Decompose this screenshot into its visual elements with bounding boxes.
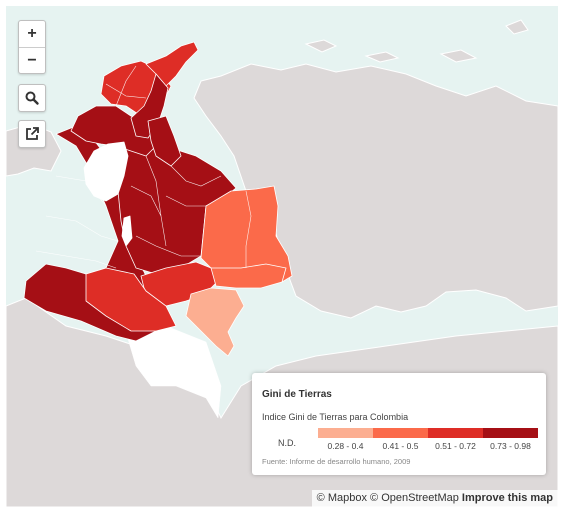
search-icon <box>25 91 39 105</box>
land-island-4 <box>505 19 529 35</box>
region-vaupes[interactable] <box>185 287 245 357</box>
legend-class: 0.51 - 0.72 <box>428 428 483 451</box>
improve-map-link[interactable]: Improve this map <box>461 492 553 504</box>
region-cesar[interactable] <box>130 73 169 139</box>
legend-class-label: 0.51 - 0.72 <box>435 441 476 451</box>
map-attribution: © Mapbox © OpenStreetMap Improve this ma… <box>311 490 558 507</box>
region-ecuador-nodata[interactable] <box>127 325 222 419</box>
region-caqueta[interactable] <box>85 267 177 332</box>
legend-title: Gini de Tierras <box>262 389 332 400</box>
zoom-in-button[interactable]: + <box>19 21 45 48</box>
legend-class-label: 0.73 - 0.98 <box>490 441 531 451</box>
map-view[interactable]: + − Gini de Tierras Indice Gini de Tierr… <box>6 6 558 507</box>
legend-source: Fuente: Informe de desarrollo humano, 20… <box>262 457 411 466</box>
colombia-regions <box>23 41 293 357</box>
region-caldas-nodata[interactable] <box>121 215 133 247</box>
legend-class-label: 0.28 - 0.4 <box>327 441 364 451</box>
department-borders <box>35 65 252 269</box>
search-button[interactable] <box>18 84 46 112</box>
osm-attribution-link[interactable]: © OpenStreetMap <box>370 492 459 504</box>
region-guainia[interactable] <box>210 263 287 289</box>
land-island-3 <box>439 49 478 63</box>
land-island-1 <box>304 39 338 53</box>
region-antioquia-nodata[interactable] <box>83 141 129 202</box>
legend-nd-label: N.D. <box>278 438 296 448</box>
legend-class: 0.41 - 0.5 <box>373 428 428 451</box>
land-island-2 <box>364 51 400 63</box>
legend-class-label: 0.41 - 0.5 <box>382 441 419 451</box>
share-icon <box>26 127 39 140</box>
zoom-control: + − <box>18 20 46 74</box>
legend-swatch <box>428 428 483 438</box>
legend-class: 0.73 - 0.98 <box>483 428 538 451</box>
legend-swatch <box>483 428 538 438</box>
map-legend: Gini de Tierras Indice Gini de Tierras p… <box>252 373 546 475</box>
legend-description: Indice Gini de Tierras para Colombia <box>262 412 409 422</box>
share-button[interactable] <box>18 120 46 148</box>
legend-swatch <box>318 428 373 438</box>
mapbox-attribution-link[interactable]: © Mapbox <box>316 492 367 504</box>
legend-swatch <box>373 428 428 438</box>
zoom-out-button[interactable]: − <box>27 52 37 69</box>
legend-class: 0.28 - 0.4 <box>318 428 373 451</box>
region-santander[interactable] <box>147 115 182 167</box>
